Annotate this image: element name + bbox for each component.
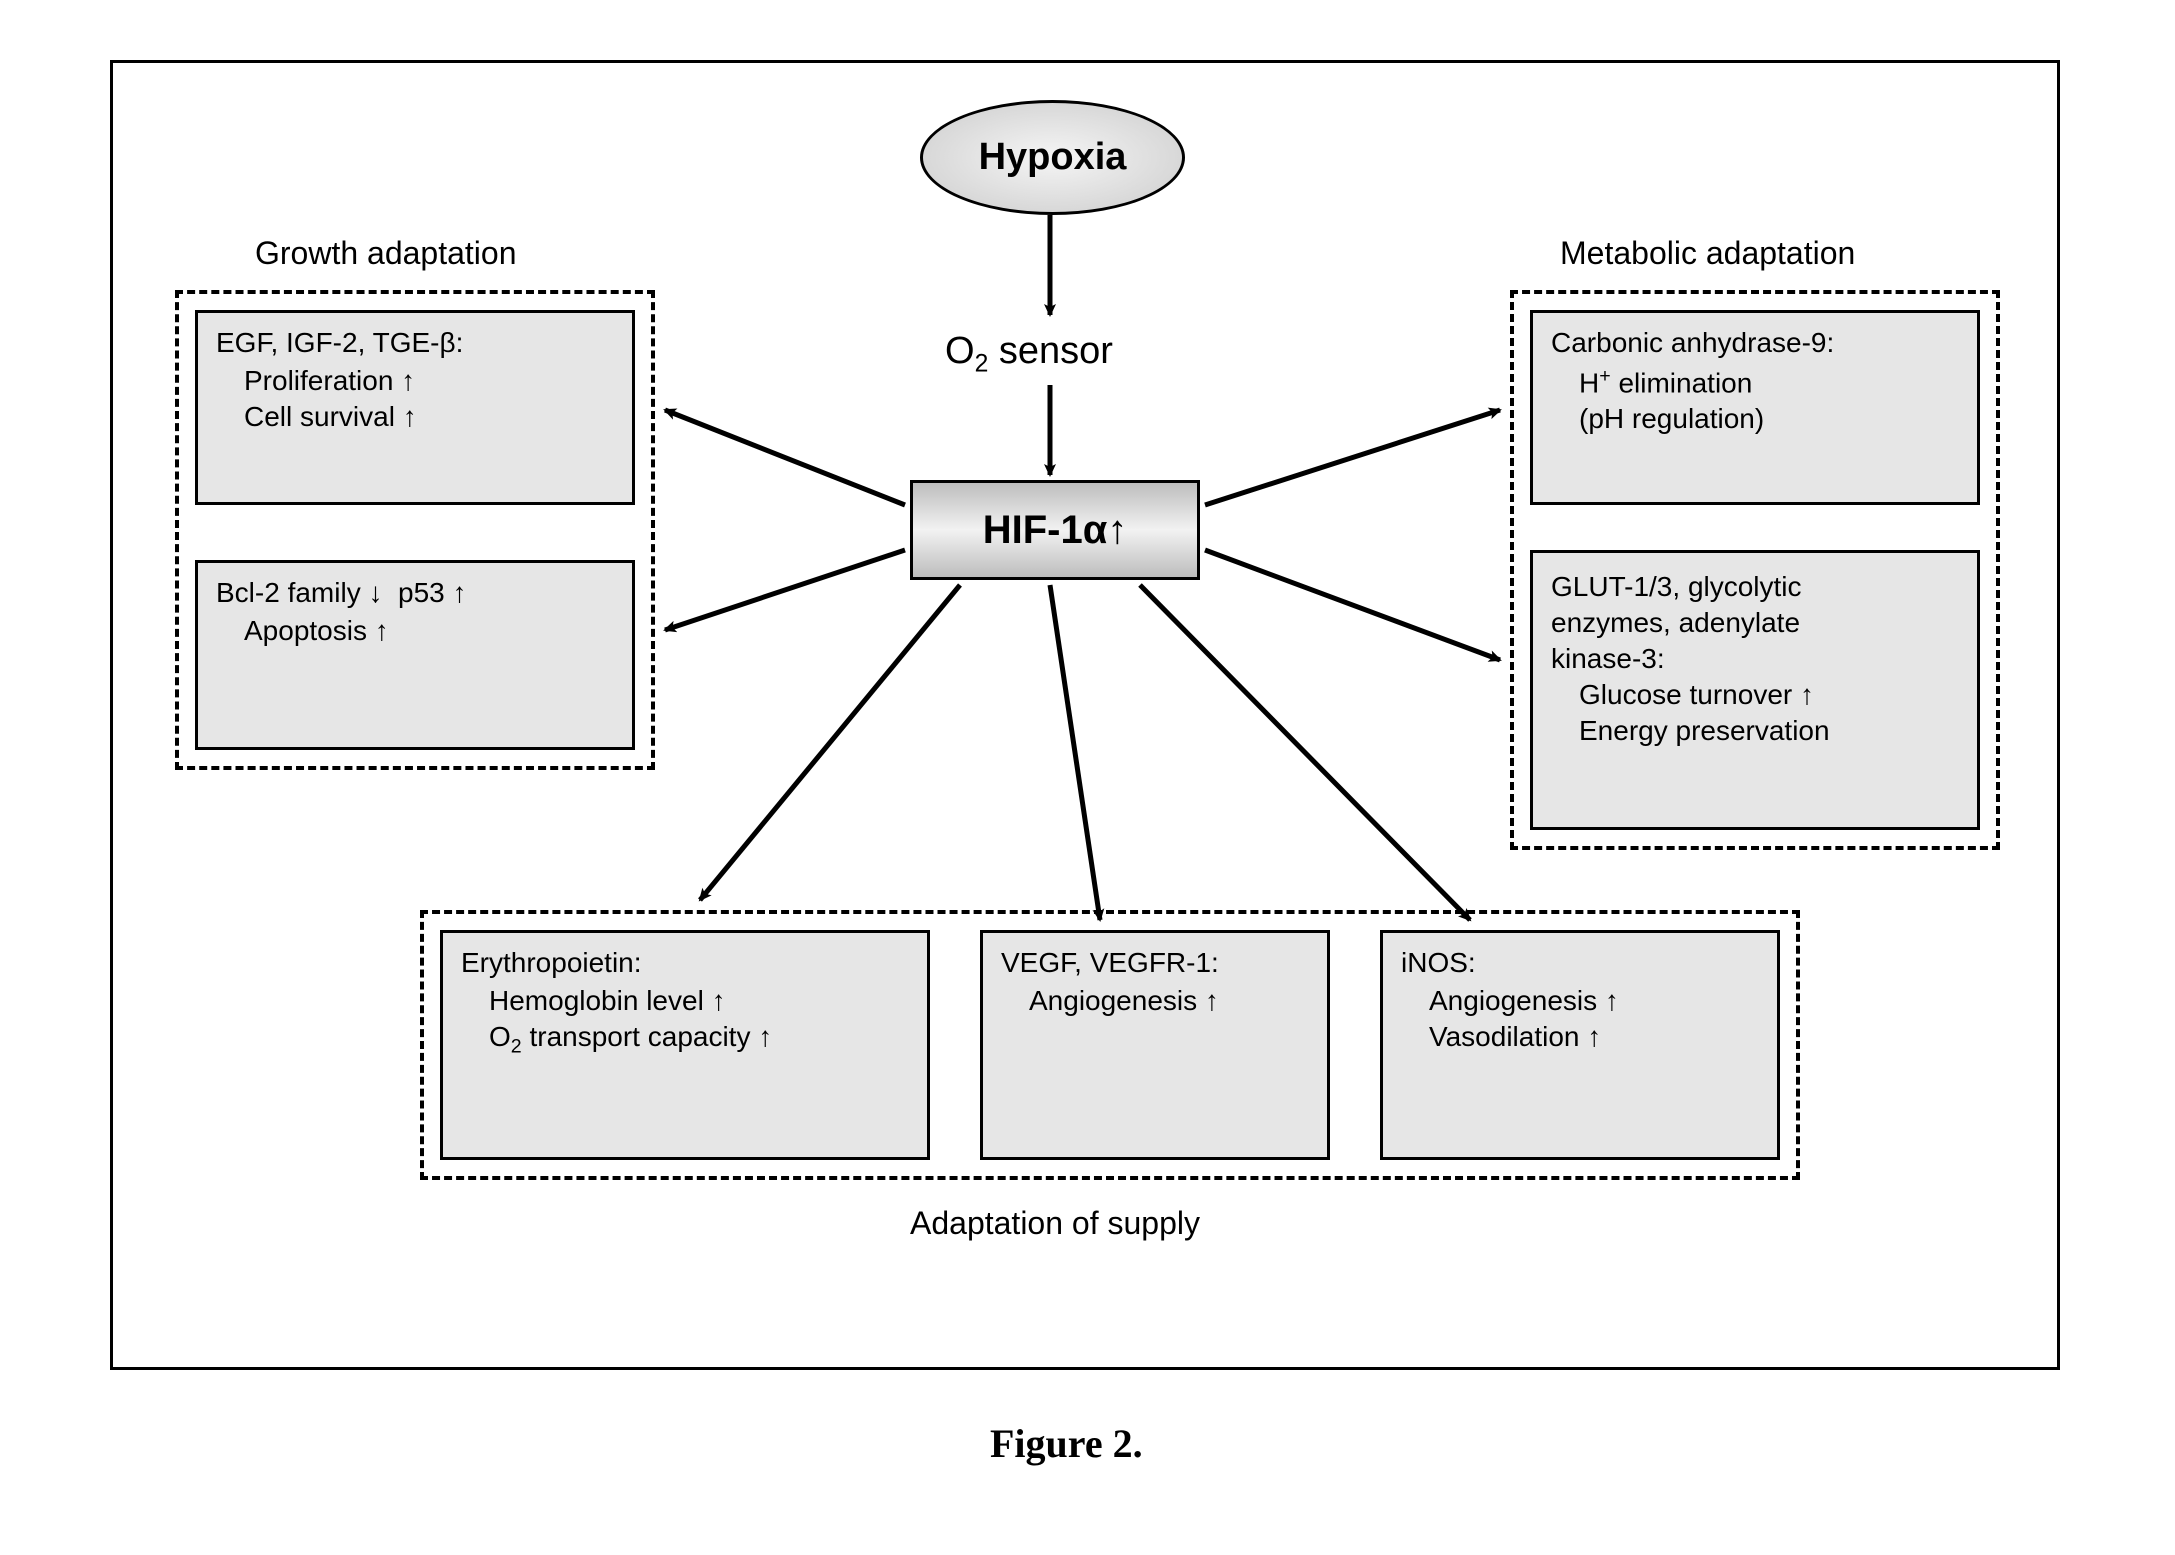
metabolic-box-2: GLUT-1/3, glycolyticenzymes, adenylateki… bbox=[1530, 550, 1980, 830]
hypoxia-label: Hypoxia bbox=[979, 136, 1127, 179]
hif-box: HIF-1α↑ bbox=[910, 480, 1200, 580]
figure-caption: Figure 2. bbox=[990, 1420, 1143, 1467]
o2-sensor-text: O2 sensor bbox=[945, 330, 1113, 379]
diagram-canvas: Hypoxia O2 sensor HIF-1α↑ Growth adaptat… bbox=[40, 40, 2135, 1515]
metabolic-title: Metabolic adaptation bbox=[1560, 235, 1855, 272]
supply-title: Adaptation of supply bbox=[910, 1205, 1200, 1242]
hif-label: HIF-1α↑ bbox=[983, 508, 1128, 553]
growth-box-1: EGF, IGF-2, TGE-β:Proliferation ↑Cell su… bbox=[195, 310, 635, 505]
metabolic-box-1: Carbonic anhydrase-9:H+ elimination(pH r… bbox=[1530, 310, 1980, 505]
supply-box-2: VEGF, VEGFR-1:Angiogenesis ↑ bbox=[980, 930, 1330, 1160]
supply-box-3: iNOS:Angiogenesis ↑Vasodilation ↑ bbox=[1380, 930, 1780, 1160]
supply-box-1: Erythropoietin:Hemoglobin level ↑O2 tran… bbox=[440, 930, 930, 1160]
hypoxia-ellipse: Hypoxia bbox=[920, 100, 1185, 215]
growth-box-2: Bcl-2 family ↓ p53 ↑Apoptosis ↑ bbox=[195, 560, 635, 750]
growth-title: Growth adaptation bbox=[255, 235, 517, 272]
